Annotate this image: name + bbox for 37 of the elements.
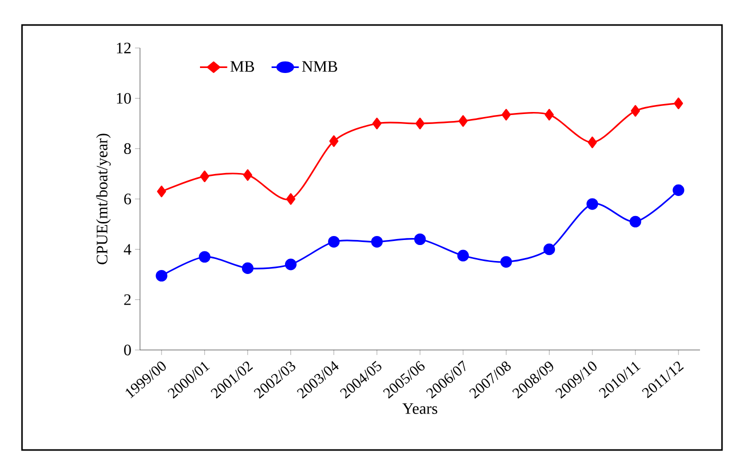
point xyxy=(543,244,556,256)
y-axis-title: CPUE(mt/boat/year) xyxy=(96,134,111,264)
point xyxy=(198,251,210,263)
point xyxy=(544,108,554,120)
point xyxy=(457,250,469,262)
x-axis-title: Years xyxy=(402,403,438,414)
legend-label: NMB xyxy=(302,61,338,72)
point xyxy=(284,258,297,270)
point xyxy=(372,118,382,130)
point xyxy=(502,108,511,120)
point xyxy=(371,236,383,248)
legend-label: MB xyxy=(230,61,254,72)
point xyxy=(672,184,684,196)
point xyxy=(630,105,640,117)
point xyxy=(630,216,642,228)
point xyxy=(243,169,252,181)
y-tick-label: 6 xyxy=(124,194,132,204)
point xyxy=(328,236,340,248)
point xyxy=(242,262,254,274)
point xyxy=(415,118,425,130)
y-tick-label: 10 xyxy=(116,92,131,104)
point xyxy=(156,186,166,198)
point xyxy=(156,270,168,282)
point xyxy=(286,193,296,205)
y-tick-label: 4 xyxy=(124,244,132,255)
point xyxy=(500,256,512,268)
y-tick-label: 0 xyxy=(124,344,131,356)
y-tick-label: 12 xyxy=(116,42,131,54)
y-tick-label: 2 xyxy=(124,294,131,305)
point xyxy=(674,98,684,110)
point xyxy=(200,170,210,182)
point xyxy=(414,233,426,246)
point xyxy=(588,136,597,148)
point xyxy=(329,135,338,147)
point xyxy=(586,198,598,210)
point xyxy=(458,115,468,127)
y-tick-label: 8 xyxy=(124,143,131,154)
